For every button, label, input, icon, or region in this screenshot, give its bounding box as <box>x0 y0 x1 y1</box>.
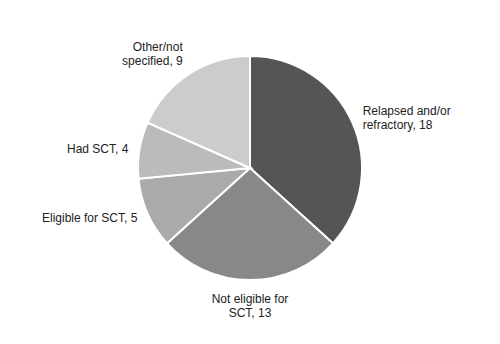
pie-chart: Relapsed and/orrefractory, 18 Not eligibl… <box>0 0 500 344</box>
slice-label: Eligible for SCT, 5 <box>42 211 138 225</box>
chart-container: Relapsed and/orrefractory, 18 Not eligibl… <box>0 0 500 344</box>
pie-slice <box>148 56 250 168</box>
slice-label: Not eligible forSCT, 13 <box>212 292 289 320</box>
slices <box>138 56 362 280</box>
pie-slice <box>139 168 250 243</box>
slice-label: Other/notspecified, 9 <box>122 40 183 68</box>
slice-label: Had SCT, 4 <box>67 142 129 156</box>
labels: Relapsed and/orrefractory, 18 Not eligibl… <box>42 40 451 320</box>
slice-label: Relapsed and/orrefractory, 18 <box>363 104 451 132</box>
